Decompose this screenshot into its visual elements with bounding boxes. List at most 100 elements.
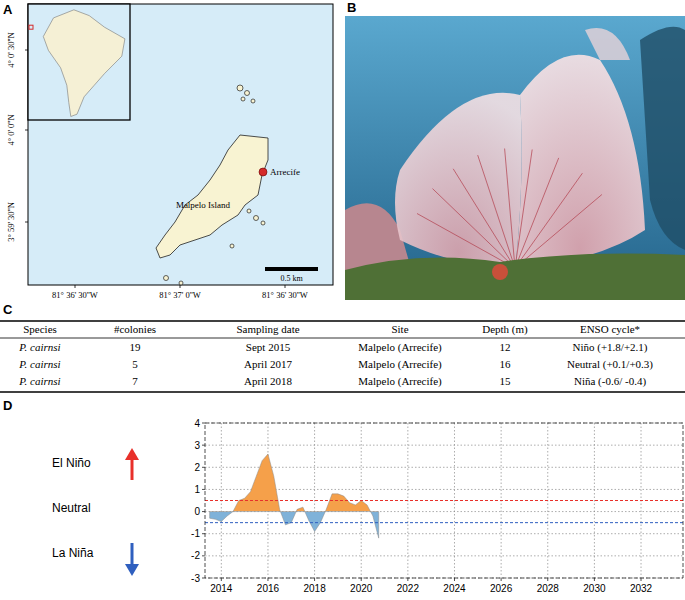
branch — [453, 169, 515, 268]
plot-area — [205, 423, 683, 578]
area-group — [210, 454, 379, 512]
area-group — [210, 512, 379, 539]
tick — [25, 130, 28, 131]
table-cell: Sept 2015 — [246, 341, 291, 353]
table-cell: 12 — [500, 341, 511, 353]
tick — [75, 285, 76, 288]
reef — [345, 254, 685, 300]
islet — [247, 209, 251, 213]
sea-fan — [515, 55, 645, 270]
y-tick-label: 4 — [194, 418, 200, 429]
tick — [202, 578, 205, 579]
tick — [454, 578, 455, 581]
arrow-head — [125, 448, 139, 460]
island-label: Malpelo Island — [176, 200, 231, 210]
inset-frame — [28, 4, 130, 120]
y-tick-label: -3 — [191, 573, 200, 584]
tick — [25, 222, 28, 223]
islet — [230, 244, 234, 248]
grid-line — [205, 533, 683, 534]
panel-label: D — [3, 398, 12, 413]
island — [156, 135, 268, 258]
annotation: El Niño — [52, 456, 91, 470]
branch — [515, 150, 532, 269]
tick — [594, 578, 595, 581]
table-rule — [0, 320, 685, 321]
tick — [361, 578, 362, 581]
y-tick-label: -2 — [191, 550, 200, 561]
area-positive — [210, 454, 379, 512]
water — [345, 16, 685, 300]
table-header: Site — [391, 323, 408, 335]
grid-line — [205, 467, 683, 468]
table-header: Species — [23, 323, 57, 335]
table-cell: Malpelo (Arrecife) — [358, 341, 442, 354]
x-tick-label: 2024 — [443, 583, 466, 594]
arrow — [131, 543, 134, 566]
sea-fan — [585, 28, 630, 60]
table-cell: Neutral (+0.1/+0.3) — [567, 358, 653, 371]
table-rule — [0, 338, 685, 339]
x-tick-label: 2020 — [350, 583, 373, 594]
tick — [202, 511, 205, 512]
coral — [492, 264, 508, 280]
lon-label: 81° 36' 30''W — [262, 290, 308, 300]
scale-label: 0.5 km — [280, 274, 303, 283]
tick — [285, 285, 286, 288]
tick — [407, 578, 408, 581]
table-cell: April 2018 — [244, 375, 292, 387]
tick — [641, 578, 642, 581]
annotation: Neutral — [52, 501, 91, 515]
tick — [202, 467, 205, 468]
rock — [640, 27, 685, 250]
tick — [180, 285, 181, 288]
grid-line — [205, 423, 683, 424]
tick — [501, 578, 502, 581]
photo — [345, 16, 685, 300]
table-cell: Niño (+1.8/+2.1) — [572, 341, 647, 354]
y-tick-label: 3 — [194, 440, 200, 451]
grid-line — [314, 423, 315, 578]
panel-label: C — [3, 302, 13, 317]
tick — [267, 578, 268, 581]
annotation: La Niña — [52, 546, 94, 560]
inset-marker — [29, 25, 33, 29]
grid-line — [205, 445, 683, 446]
lat-label: 3° 59' 30''N — [6, 202, 16, 242]
tick — [314, 578, 315, 581]
panel-label: B — [347, 0, 356, 15]
lat-label: 4° 0' 0''N — [6, 114, 16, 145]
islet — [245, 91, 250, 96]
table-cell: Niña (-0.6/ -0.4) — [574, 375, 646, 388]
islet — [237, 85, 243, 91]
arrow — [131, 458, 134, 480]
table-cell: 16 — [500, 358, 512, 370]
x-tick-label: 2032 — [630, 583, 653, 594]
table-header: Depth (m) — [482, 323, 528, 336]
lon-label: 81° 37' 0''W — [159, 290, 201, 300]
islet — [254, 216, 259, 221]
arrow-head — [125, 564, 139, 576]
figure: AMalpelo IslandArrecife0.5 km4° 0' 30''N… — [0, 0, 685, 600]
x-tick-label: 2016 — [257, 583, 280, 594]
reference-line — [205, 500, 683, 501]
sea-fan — [395, 93, 522, 270]
tick — [202, 533, 205, 534]
x-tick-label: 2028 — [537, 583, 560, 594]
table-header: Sampling date — [236, 323, 299, 335]
table-cell: 5 — [132, 358, 138, 370]
table-rule — [0, 391, 685, 392]
branch — [515, 173, 582, 268]
x-tick-label: 2030 — [583, 583, 606, 594]
table-cell: 7 — [132, 375, 138, 387]
tick — [221, 578, 222, 581]
grid-line — [594, 423, 595, 578]
data — [205, 454, 683, 538]
table-cell: P. cairnsi — [18, 358, 60, 370]
lon-label: 81° 36' 30''W — [52, 290, 98, 300]
y-tick-label: 2 — [194, 462, 200, 473]
branch — [478, 155, 515, 268]
x-tick-label: 2022 — [397, 583, 420, 594]
branch — [515, 158, 559, 268]
tick — [202, 555, 205, 556]
